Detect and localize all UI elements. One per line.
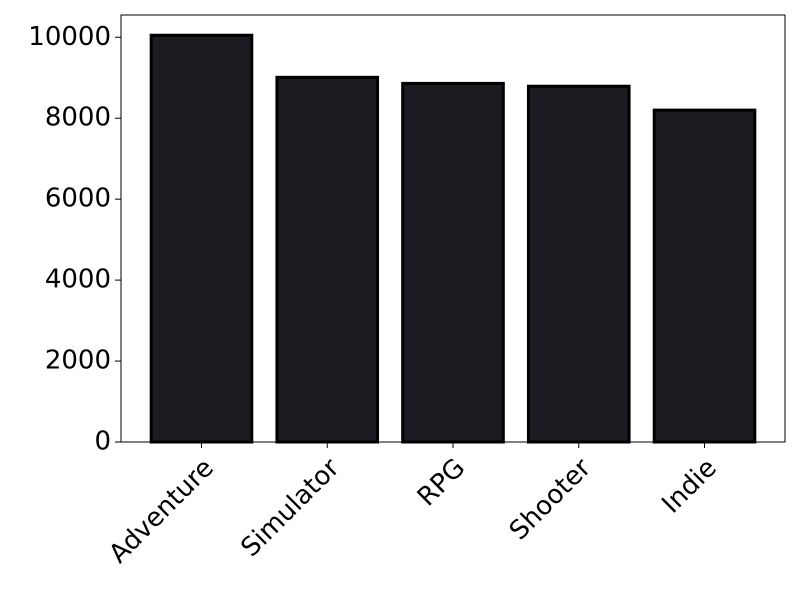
bar: [526, 84, 631, 444]
x-tick-label: Adventure: [103, 453, 219, 569]
y-tick-label: 4000: [45, 265, 111, 295]
x-tick-label: Simulator: [236, 453, 346, 563]
plot-frame: [120, 14, 786, 443]
bar: [149, 33, 254, 444]
y-tick-label: 8000: [45, 103, 111, 133]
bar: [401, 81, 505, 444]
y-tick-label: 10000: [28, 22, 111, 52]
x-tick-label: Shooter: [504, 453, 597, 546]
x-tick-label: RPG: [412, 453, 471, 512]
y-tick-label: 2000: [45, 346, 111, 376]
x-tick-label: Indie: [656, 453, 722, 519]
y-tick-label: 0: [94, 427, 111, 457]
y-tick-label: 6000: [45, 184, 111, 214]
bar: [652, 108, 757, 444]
bar: [275, 75, 380, 444]
